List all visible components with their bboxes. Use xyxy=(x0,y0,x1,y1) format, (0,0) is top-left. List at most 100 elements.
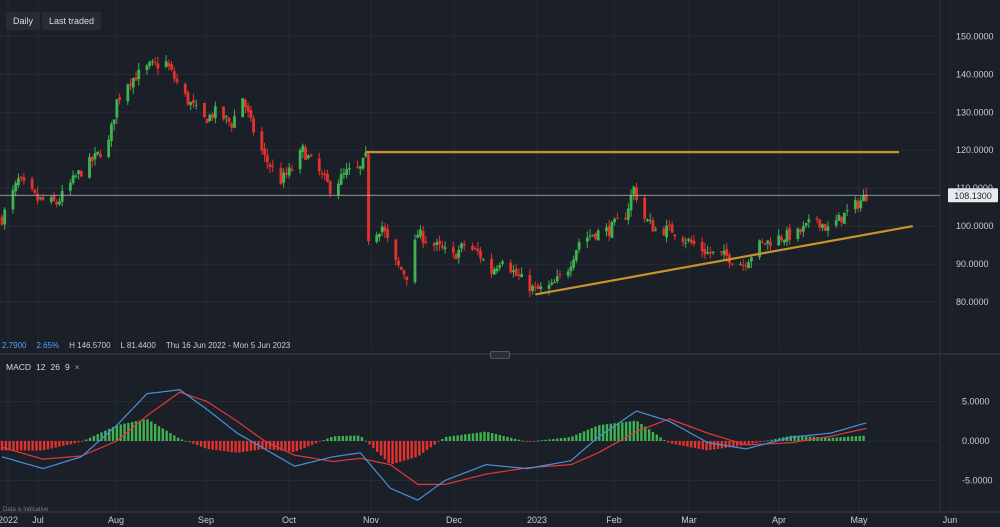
candle-body xyxy=(279,167,283,185)
macd-histogram-bar xyxy=(808,436,812,441)
candle-body xyxy=(402,270,406,275)
candle-body xyxy=(539,286,543,289)
macd-histogram-bar xyxy=(862,435,865,441)
candle-body xyxy=(134,77,138,81)
macd-histogram-bar xyxy=(291,441,295,452)
candle-body xyxy=(93,153,97,160)
close-icon[interactable]: × xyxy=(74,362,80,372)
pane-resize-handle[interactable] xyxy=(490,351,510,359)
macd-histogram-bar xyxy=(421,441,425,453)
candle-body xyxy=(263,148,266,156)
candle-body xyxy=(788,228,792,240)
candle-body xyxy=(574,250,578,261)
candle-body xyxy=(342,173,346,175)
macd-histogram-bar xyxy=(690,441,693,448)
macd-histogram-bar xyxy=(552,438,555,441)
candle-body xyxy=(730,263,734,265)
candle-body xyxy=(703,249,707,255)
candle-body xyxy=(202,102,206,118)
price-mode-button[interactable]: Last traded xyxy=(42,12,102,30)
candle-body xyxy=(476,248,480,252)
candle-body xyxy=(747,262,751,269)
macd-histogram-bar xyxy=(578,433,582,441)
macd-histogram-bar xyxy=(467,433,471,441)
macd-histogram-bar xyxy=(839,437,842,441)
macd-histogram-bar xyxy=(42,441,46,451)
macd-histogram-bar xyxy=(678,441,681,446)
macd-histogram-bar xyxy=(69,441,73,445)
interval-button[interactable]: Daily xyxy=(6,12,41,30)
macd-histogram-bar xyxy=(601,424,605,441)
candle-body xyxy=(826,226,830,231)
macd-histogram-bar xyxy=(567,437,570,441)
candle-body xyxy=(252,118,256,133)
candle-body xyxy=(137,69,141,80)
candle-body xyxy=(189,102,193,105)
macd-histogram-bar xyxy=(349,435,352,441)
candle-body xyxy=(591,234,595,236)
candle-body xyxy=(309,154,313,157)
time-axis-label: Jul xyxy=(32,515,44,525)
macd-histogram-bar xyxy=(387,441,390,464)
candle-body xyxy=(758,240,761,258)
macd-histogram-bar xyxy=(831,437,835,441)
time-axis-label: May xyxy=(850,515,868,525)
candle-body xyxy=(443,247,447,250)
macd-histogram-bar xyxy=(617,422,620,441)
candle-body xyxy=(170,64,173,70)
macd-histogram-bar xyxy=(341,435,344,441)
candle-body xyxy=(222,106,225,120)
macd-histogram-bar xyxy=(215,441,218,451)
macd-histogram-bar xyxy=(268,441,272,450)
macd-histogram-bar xyxy=(234,441,237,453)
candle-body xyxy=(0,216,4,225)
time-axis-label: Nov xyxy=(363,515,380,525)
macd-histogram-bar xyxy=(770,439,773,441)
candle-body xyxy=(498,265,502,268)
candle-body xyxy=(347,168,351,170)
macd-histogram-bar xyxy=(356,435,360,441)
disclaimer: Data is indicative xyxy=(3,507,49,513)
candle-body xyxy=(856,200,860,209)
candle-body xyxy=(708,252,712,254)
candle-body xyxy=(328,181,332,194)
macd-histogram-bar xyxy=(372,441,375,449)
candle-body xyxy=(520,274,524,278)
candle-body xyxy=(596,230,600,241)
macd-histogram-bar xyxy=(23,441,27,451)
candle-body xyxy=(700,241,704,252)
candle-body xyxy=(533,287,537,289)
candle-body xyxy=(107,139,111,157)
macd-histogram-bar xyxy=(709,441,712,451)
candle-body xyxy=(378,233,381,238)
candle-body xyxy=(512,270,515,273)
macd-histogram-bar xyxy=(85,439,88,441)
macd-histogram-bar xyxy=(647,429,651,441)
candle-body xyxy=(673,234,677,237)
macd-histogram-bar xyxy=(724,441,727,448)
candle-body xyxy=(230,123,234,128)
macd-histogram-bar xyxy=(383,441,387,460)
macd-histogram-bar xyxy=(682,441,685,446)
macd-histogram-bar xyxy=(4,441,8,451)
candle-body xyxy=(610,221,614,238)
candle-body xyxy=(646,219,649,221)
candle-body xyxy=(112,119,116,125)
candle-body xyxy=(129,83,132,86)
candle-body xyxy=(383,227,387,232)
macd-histogram-bar xyxy=(801,436,804,441)
candle-body xyxy=(115,99,119,118)
macd-signal: 9 xyxy=(64,362,70,372)
macd-axis-label: -5.0000 xyxy=(962,475,993,485)
macd-panel xyxy=(0,389,867,501)
macd-histogram-bar xyxy=(598,425,601,441)
macd-histogram-bar xyxy=(207,441,210,450)
macd-histogram-bar xyxy=(307,441,310,447)
price-axis-label: 130.0000 xyxy=(956,107,994,117)
candle-body xyxy=(224,116,228,118)
macd-histogram-bar xyxy=(39,441,42,451)
macd-legend: MACD 12 26 9 × xyxy=(6,362,80,372)
macd-histogram-bar xyxy=(150,421,153,441)
macd-histogram-bar xyxy=(693,441,697,449)
